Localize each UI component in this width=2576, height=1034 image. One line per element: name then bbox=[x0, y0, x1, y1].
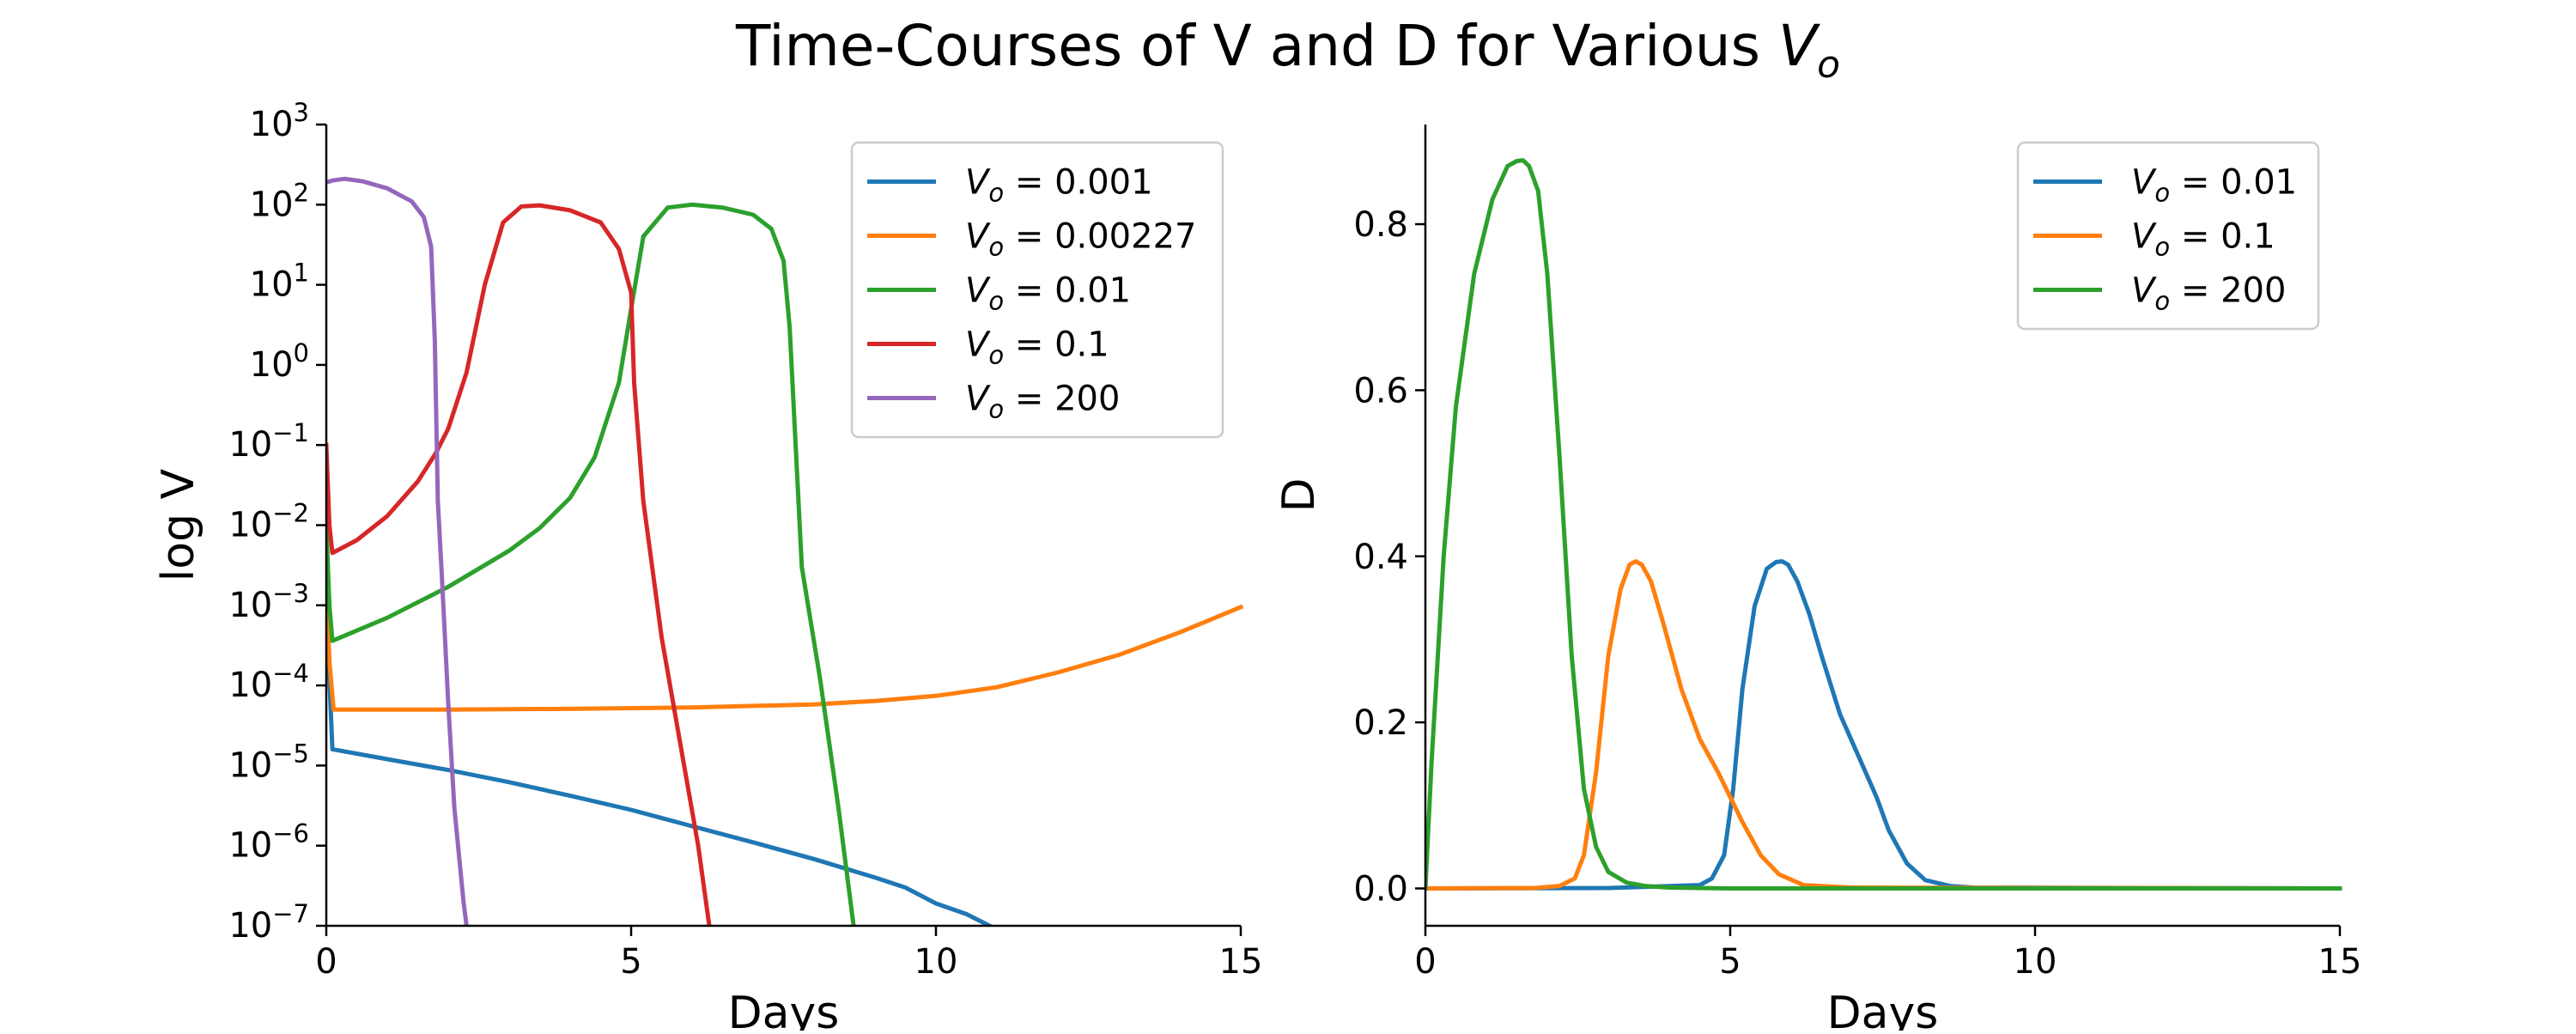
series-line-0.001 bbox=[326, 603, 995, 926]
y-tick-label: 0.6 bbox=[1353, 371, 1408, 411]
series-line-0.00227 bbox=[326, 575, 1244, 712]
series-line-0.01 bbox=[326, 202, 856, 926]
y-tick-label: 10−6 bbox=[228, 819, 309, 866]
y-axis-label: log V bbox=[153, 468, 204, 581]
legend-label: Vo = 0.01 bbox=[965, 271, 1131, 316]
y-tick-label: 0.8 bbox=[1353, 205, 1408, 245]
figure-title: Time-Courses of V and D for Various Vo bbox=[0, 12, 2576, 100]
y-tick-label: 10−3 bbox=[228, 579, 309, 625]
x-tick-label: 10 bbox=[914, 942, 958, 982]
legend-label: Vo = 0.001 bbox=[965, 163, 1153, 208]
y-tick-label: 0.0 bbox=[1353, 869, 1408, 909]
x-axis-label: Days bbox=[728, 988, 840, 1031]
y-tick-label: 101 bbox=[250, 258, 309, 305]
x-tick-label: 0 bbox=[1414, 942, 1436, 982]
legend-label: Vo = 0.01 bbox=[2131, 163, 2297, 208]
legend-label: Vo = 0.1 bbox=[965, 325, 1109, 370]
x-axis-label: Days bbox=[1827, 988, 1939, 1031]
y-tick-label: 102 bbox=[250, 178, 309, 224]
series-group bbox=[326, 176, 1244, 926]
series-line-0.1 bbox=[326, 203, 712, 926]
y-tick-label: 10−1 bbox=[228, 418, 309, 465]
series-line-200 bbox=[326, 176, 469, 926]
x-tick-label: 15 bbox=[1219, 942, 1263, 982]
x-tick-label: 10 bbox=[2014, 942, 2057, 982]
series-line-200 bbox=[1425, 158, 2342, 891]
y-axis-label: D bbox=[1273, 477, 1325, 512]
y-tick-label: 103 bbox=[250, 98, 309, 144]
x-tick-label: 5 bbox=[620, 942, 641, 982]
legend: Vo = 0.001 Vo = 0.00227 Vo = 0.01 Vo = 0.1 V… bbox=[850, 141, 1224, 439]
figure-title-var: V bbox=[1777, 13, 1818, 79]
legend-frame bbox=[850, 141, 1224, 439]
y-tick-label: 0.4 bbox=[1353, 538, 1408, 577]
legend-label: Vo = 0.1 bbox=[2131, 217, 2275, 262]
x-tick-label: 5 bbox=[1719, 942, 1741, 982]
y-tick-label: 10−5 bbox=[228, 739, 309, 785]
y-tick-label: 0.2 bbox=[1353, 703, 1408, 743]
legend-frame bbox=[2016, 141, 2320, 331]
y-tick-label: 10−2 bbox=[228, 499, 309, 545]
x-tick-label: 15 bbox=[2318, 942, 2362, 982]
legend-label: Vo = 0.00227 bbox=[965, 217, 1196, 262]
series-line-0.01 bbox=[1425, 559, 2342, 891]
left-panel: 0 5 10 15 10−7 10−6 10−5 10−4 10−3 10−2 10−1 100 101… bbox=[153, 98, 1263, 1034]
legend-label: Vo = 200 bbox=[965, 380, 1120, 424]
y-tick-label: 100 bbox=[250, 338, 309, 385]
figure-title-sub: o bbox=[1817, 43, 1841, 87]
series-line-0.1 bbox=[1425, 559, 2342, 891]
legend: Vo = 0.01 Vo = 0.1 Vo = 200 bbox=[2016, 141, 2320, 331]
y-tick-label: 10−4 bbox=[228, 659, 309, 705]
figure-title-text: Time-Courses of V and D for Various bbox=[735, 13, 1778, 79]
y-tick-label: 10−7 bbox=[228, 899, 309, 946]
legend-label: Vo = 200 bbox=[2131, 271, 2286, 316]
x-tick-label: 0 bbox=[315, 942, 337, 982]
series-group bbox=[1425, 158, 2342, 891]
